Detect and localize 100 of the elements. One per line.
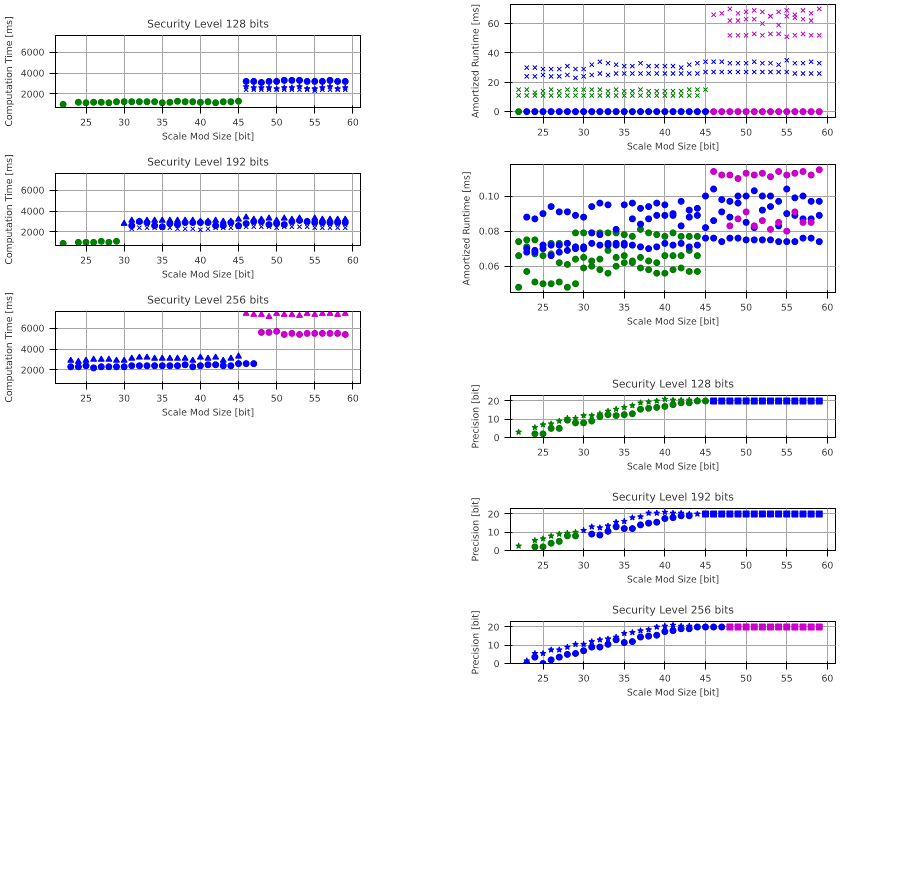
x-tick-label: 25 (537, 302, 549, 314)
y-tick-label: 60 (488, 19, 500, 30)
y-tick-label: 6000 (20, 48, 45, 59)
x-tick-label: 35 (156, 118, 168, 128)
x-tick-label: 40 (658, 448, 671, 458)
x-tick-label: 50 (740, 674, 752, 684)
x-tick-label: 25 (537, 560, 549, 572)
x-tick-label: 60 (821, 560, 834, 572)
y-tick-label: 0 (494, 433, 500, 444)
chart-title: Security Level 192 bits (612, 490, 734, 504)
chart-title: Security Level 192 bits (147, 156, 270, 168)
y-tick-label: 4000 (20, 344, 45, 356)
y-axis-title: Precision [bit] (470, 384, 482, 449)
x-tick-label: 50 (740, 302, 752, 314)
y-tick-label: 0.08 (478, 226, 500, 238)
x-tick-label: 55 (780, 128, 793, 138)
x-axis-title: Scale Mod Size [bit] (626, 574, 720, 586)
x-tick-label: 30 (578, 560, 590, 572)
x-tick-label: 60 (346, 256, 359, 266)
x-tick-label: 30 (118, 118, 130, 128)
x-tick-label: 55 (780, 448, 793, 458)
x-tick-label: 35 (156, 394, 168, 404)
y-tick-label: 2000 (20, 365, 45, 376)
x-tick-label: 60 (346, 394, 359, 404)
chart-title: Security Level 128 bits (147, 18, 270, 30)
x-axis-title: Scale Mod Size [bit] (162, 270, 254, 280)
x-tick-label: 35 (618, 302, 630, 314)
x-tick-label: 30 (578, 302, 590, 314)
x-tick-label: 40 (658, 128, 671, 138)
x-tick-label: 35 (156, 256, 168, 266)
y-tick-label: 20 (488, 396, 500, 408)
x-tick-label: 50 (740, 128, 752, 138)
y-tick-label: 0.10 (478, 192, 500, 203)
y-tick-label: 10 (488, 640, 500, 652)
x-tick-label: 25 (80, 118, 92, 128)
x-tick-label: 35 (618, 674, 630, 684)
x-tick-label: 55 (308, 394, 321, 404)
x-tick-label: 50 (740, 560, 752, 572)
x-tick-label: 45 (232, 256, 244, 266)
y-tick-label: 20 (488, 622, 500, 634)
y-axis-title: Computation Time [ms] (4, 292, 15, 403)
chart-title: Security Level 128 bits (612, 378, 734, 390)
x-tick-label: 45 (700, 560, 712, 572)
y-tick-label: 4000 (20, 206, 45, 218)
x-tick-label: 45 (232, 394, 244, 404)
y-tick-label: 10 (488, 528, 500, 539)
y-tick-label: 0 (494, 107, 500, 118)
x-tick-label: 25 (80, 256, 92, 266)
x-tick-label: 50 (270, 118, 283, 128)
x-tick-label: 50 (270, 394, 283, 404)
x-axis-title: Scale Mod Size [bit] (626, 316, 720, 328)
x-tick-label: 30 (578, 448, 590, 458)
x-axis-title: Scale Mod Size [bit] (626, 688, 720, 698)
x-tick-label: 55 (308, 118, 321, 128)
y-axis-title: Computation Time [ms] (4, 154, 15, 265)
x-tick-label: 60 (821, 128, 834, 138)
x-tick-label: 55 (780, 302, 793, 314)
x-tick-label: 40 (658, 674, 671, 684)
y-tick-label: 2000 (20, 89, 45, 100)
y-tick-label: 0 (494, 546, 500, 557)
x-tick-label: 55 (780, 674, 793, 684)
y-tick-label: 0 (494, 659, 500, 670)
x-axis-title: Scale Mod Size [bit] (162, 132, 254, 142)
x-axis-title: Scale Mod Size [bit] (626, 142, 720, 152)
x-tick-label: 50 (740, 448, 752, 458)
x-tick-label: 55 (308, 256, 321, 266)
x-tick-label: 30 (118, 256, 130, 266)
y-tick-label: 2000 (20, 227, 45, 238)
y-axis-title: Amortized Runtime [ms] (470, 4, 482, 118)
chart-title: Security Level 256 bits (612, 604, 734, 616)
y-tick-label: 6000 (20, 324, 45, 335)
x-tick-label: 35 (618, 128, 630, 138)
x-tick-label: 25 (537, 674, 549, 684)
x-tick-label: 40 (194, 394, 206, 404)
y-axis-title: Precision [bit] (470, 497, 482, 562)
x-tick-label: 60 (346, 118, 359, 128)
x-tick-label: 30 (578, 128, 590, 138)
x-axis-title: Scale Mod Size [bit] (162, 408, 254, 418)
chart-title: Security Level 256 bits (147, 294, 270, 306)
y-tick-label: 6000 (20, 186, 45, 197)
x-axis-title: Scale Mod Size [bit] (626, 462, 720, 472)
x-tick-label: 60 (821, 302, 834, 314)
x-tick-label: 25 (80, 394, 92, 404)
x-tick-label: 40 (658, 560, 671, 572)
x-tick-label: 50 (270, 256, 283, 266)
x-tick-label: 55 (780, 560, 793, 572)
y-tick-label: 20 (488, 78, 500, 89)
y-axis-title: Amortized Runtime [ms] (462, 172, 473, 286)
x-tick-label: 60 (821, 448, 834, 458)
x-tick-label: 40 (194, 118, 206, 128)
x-tick-label: 60 (821, 674, 834, 684)
x-tick-label: 45 (700, 128, 712, 138)
x-tick-label: 30 (578, 674, 590, 684)
y-tick-label: 20 (488, 509, 500, 520)
x-tick-label: 40 (194, 256, 206, 266)
x-tick-label: 35 (618, 560, 630, 572)
y-tick-label: 10 (488, 414, 500, 426)
y-tick-label: 0.06 (478, 262, 500, 273)
x-tick-label: 45 (700, 674, 712, 684)
y-tick-label: 40 (488, 48, 500, 60)
